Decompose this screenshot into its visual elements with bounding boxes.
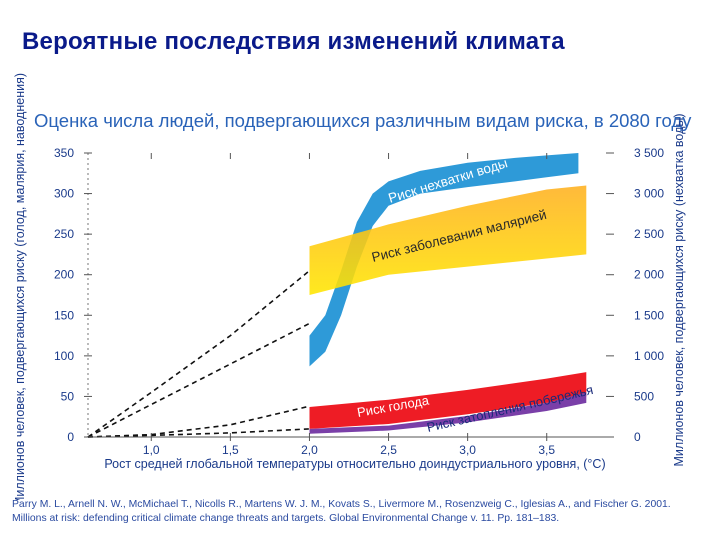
- risk-chart: 1,0 1,5 2,0 2,5 3,0 3,5 0 0 50 500 100 1 000 150 1 50…: [13, 73, 686, 500]
- dashed-projection-hunger: [87, 405, 310, 438]
- y-tick-label-left: 100: [54, 349, 74, 363]
- x-tick-label: 2,5: [380, 443, 397, 457]
- chart-title: Оценка числа людей, подвергающихся разли…: [34, 110, 692, 131]
- y-tick-label-left: 0: [67, 430, 74, 444]
- x-tick-label: 2,0: [301, 443, 318, 457]
- reference-citation: Parry M. L., Arnell N. W., McMichael T.,…: [12, 499, 671, 524]
- y-axis-label-right: Миллионов человек, подвергающихся риску …: [672, 113, 686, 466]
- y-tick-label-left: 200: [54, 268, 74, 282]
- y-tick-label-left: 300: [54, 187, 74, 201]
- y-tick-label-right: 2 500: [634, 227, 664, 241]
- x-tick-label: 3,5: [538, 443, 555, 457]
- band-hunger: [309, 372, 587, 429]
- dashed-projection-coastal-flooding: [87, 428, 310, 438]
- y-tick-label-right: 500: [634, 389, 654, 403]
- y-tick-label-right: 1 000: [634, 349, 664, 363]
- y-tick-label-right: 1 500: [634, 308, 664, 322]
- band-coastal-flooding: [309, 392, 587, 434]
- dashed-projection-water-shortage: [87, 270, 311, 438]
- band-malaria: [309, 185, 587, 295]
- y-tick-label-left: 150: [54, 308, 74, 322]
- y-tick-label-right: 0: [634, 430, 641, 444]
- band-water-shortage: [309, 153, 579, 367]
- x-tick-label: 3,0: [459, 443, 476, 457]
- y-tick-label-right: 3 000: [634, 187, 664, 201]
- x-tick-label: 1,0: [143, 443, 160, 457]
- dashed-projection-malaria: [87, 322, 310, 438]
- y-tick-label-left: 50: [61, 389, 75, 403]
- y-tick-label-left: 250: [54, 227, 74, 241]
- x-tick-label: 1,5: [222, 443, 239, 457]
- y-tick-label-left: 350: [54, 146, 74, 160]
- slide-title: Вероятные последствия изменений климата: [22, 28, 565, 55]
- y-tick-label-right: 3 500: [634, 146, 664, 160]
- x-axis-label: Рост средней глобальной температуры отно…: [104, 457, 605, 471]
- y-axis-label-left: Миллионов человек, подвергающихся риску …: [13, 73, 27, 500]
- y-tick-label-right: 2 000: [634, 268, 664, 282]
